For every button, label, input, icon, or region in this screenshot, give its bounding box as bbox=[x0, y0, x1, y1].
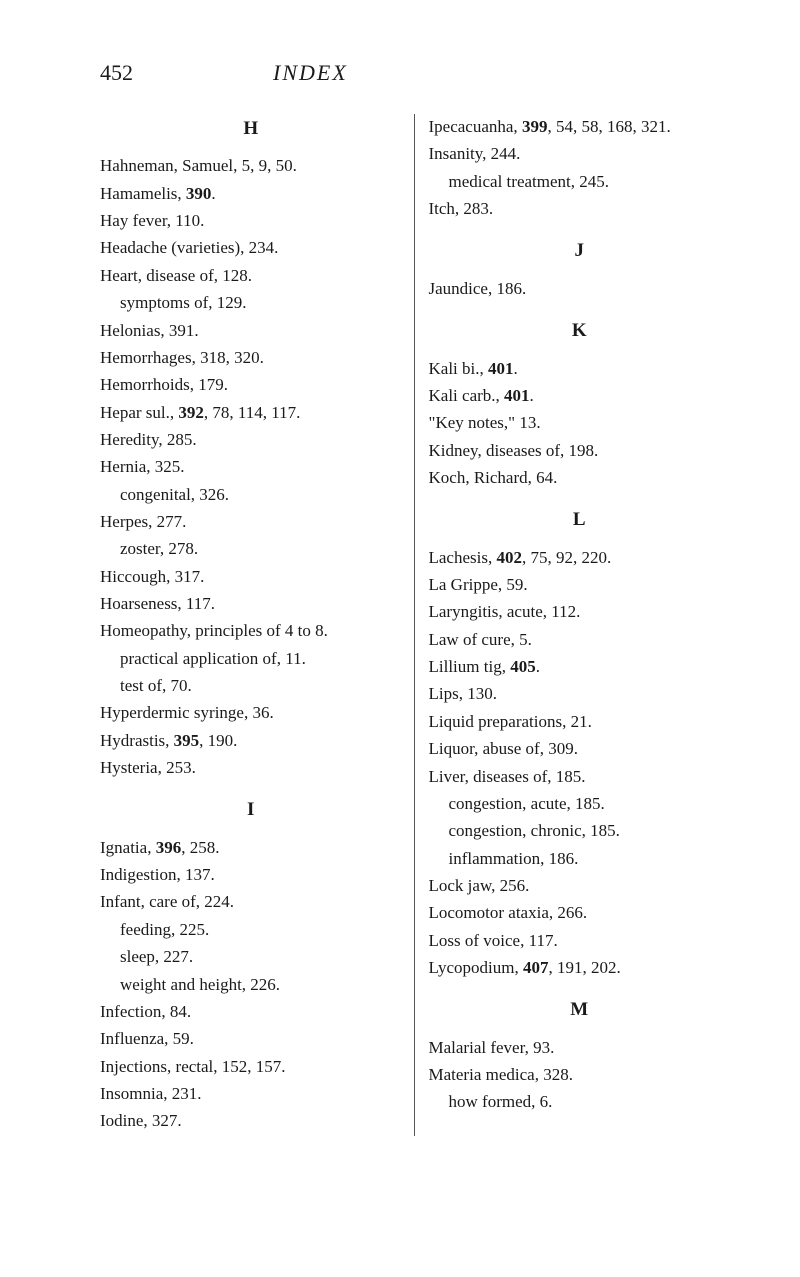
index-entry: Homeopathy, principles of 4 to 8. bbox=[100, 618, 402, 644]
index-entry: Hysteria, 253. bbox=[100, 755, 402, 781]
index-entry: Iodine, 327. bbox=[100, 1108, 402, 1134]
index-entry: Liquid preparations, 21. bbox=[429, 709, 731, 735]
index-entry: Hahneman, Samuel, 5, 9, 50. bbox=[100, 153, 402, 179]
index-entry: Headache (varieties), 234. bbox=[100, 235, 402, 261]
index-entry: Kali carb., 401. bbox=[429, 383, 731, 409]
index-entry: inflammation, 186. bbox=[429, 846, 731, 872]
index-entry: congestion, chronic, 185. bbox=[429, 818, 731, 844]
index-entry: Hernia, 325. bbox=[100, 454, 402, 480]
section-letter: L bbox=[429, 505, 731, 534]
index-entry: Lachesis, 402, 75, 92, 220. bbox=[429, 545, 731, 571]
index-entry: Kidney, diseases of, 198. bbox=[429, 438, 731, 464]
index-entry: Helonias, 391. bbox=[100, 318, 402, 344]
bold-page-ref: 402 bbox=[496, 548, 522, 567]
index-entry: practical application of, 11. bbox=[100, 646, 402, 672]
bold-page-ref: 396 bbox=[156, 838, 182, 857]
header-title: INDEX bbox=[273, 60, 348, 86]
index-entry: La Grippe, 59. bbox=[429, 572, 731, 598]
section-letter: I bbox=[100, 795, 402, 824]
bold-page-ref: 401 bbox=[504, 386, 530, 405]
index-columns: H Hahneman, Samuel, 5, 9, 50.Hamamelis, 3… bbox=[100, 114, 730, 1136]
index-entry: Ignatia, 396, 258. bbox=[100, 835, 402, 861]
index-entry: sleep, 227. bbox=[100, 944, 402, 970]
index-entry: Liquor, abuse of, 309. bbox=[429, 736, 731, 762]
section-letter: K bbox=[429, 316, 731, 345]
index-entry: Hay fever, 110. bbox=[100, 208, 402, 234]
bold-page-ref: 401 bbox=[488, 359, 514, 378]
index-entry: Lycopodium, 407, 191, 202. bbox=[429, 955, 731, 981]
index-entry: Malarial fever, 93. bbox=[429, 1035, 731, 1061]
bold-page-ref: 395 bbox=[174, 731, 200, 750]
page-number: 452 bbox=[100, 60, 133, 86]
index-entry: Lillium tig, 405. bbox=[429, 654, 731, 680]
left-column: H Hahneman, Samuel, 5, 9, 50.Hamamelis, 3… bbox=[100, 114, 415, 1136]
index-entry: Jaundice, 186. bbox=[429, 276, 731, 302]
index-entry: Liver, diseases of, 185. bbox=[429, 764, 731, 790]
index-entry: "Key notes," 13. bbox=[429, 410, 731, 436]
index-entry: Hydrastis, 395, 190. bbox=[100, 728, 402, 754]
page-header: 452 INDEX bbox=[100, 60, 730, 86]
index-entry: Herpes, 277. bbox=[100, 509, 402, 535]
index-entry: Infection, 84. bbox=[100, 999, 402, 1025]
index-entry: Hemorrhoids, 179. bbox=[100, 372, 402, 398]
index-entry: Itch, 283. bbox=[429, 196, 731, 222]
index-entry: Insomnia, 231. bbox=[100, 1081, 402, 1107]
index-entry: Hyperdermic syringe, 36. bbox=[100, 700, 402, 726]
bold-page-ref: 392 bbox=[178, 403, 204, 422]
index-entry: weight and height, 226. bbox=[100, 972, 402, 998]
index-entry: Lock jaw, 256. bbox=[429, 873, 731, 899]
index-entry: congestion, acute, 185. bbox=[429, 791, 731, 817]
index-entry: Ipecacuanha, 399, 54, 58, 168, 321. bbox=[429, 114, 731, 140]
index-entry: congenital, 326. bbox=[100, 482, 402, 508]
index-entry: Locomotor ataxia, 266. bbox=[429, 900, 731, 926]
bold-page-ref: 407 bbox=[523, 958, 549, 977]
index-entry: Insanity, 244. bbox=[429, 141, 731, 167]
index-entry: Laryngitis, acute, 112. bbox=[429, 599, 731, 625]
index-entry: Heredity, 285. bbox=[100, 427, 402, 453]
index-entry: Loss of voice, 117. bbox=[429, 928, 731, 954]
index-entry: medical treatment, 245. bbox=[429, 169, 731, 195]
section-letter: M bbox=[429, 995, 731, 1024]
index-entry: Indigestion, 137. bbox=[100, 862, 402, 888]
index-entry: symptoms of, 129. bbox=[100, 290, 402, 316]
index-entry: Hemorrhages, 318, 320. bbox=[100, 345, 402, 371]
right-column: Ipecacuanha, 399, 54, 58, 168, 321.Insan… bbox=[415, 114, 731, 1136]
index-entry: Hepar sul., 392, 78, 114, 117. bbox=[100, 400, 402, 426]
index-entry: test of, 70. bbox=[100, 673, 402, 699]
section-letter: H bbox=[100, 114, 402, 143]
index-entry: Infant, care of, 224. bbox=[100, 889, 402, 915]
index-entry: feeding, 225. bbox=[100, 917, 402, 943]
index-entry: Law of cure, 5. bbox=[429, 627, 731, 653]
index-entry: Injections, rectal, 152, 157. bbox=[100, 1054, 402, 1080]
index-entry: how formed, 6. bbox=[429, 1089, 731, 1115]
section-letter: J bbox=[429, 236, 731, 265]
index-entry: zoster, 278. bbox=[100, 536, 402, 562]
index-entry: Koch, Richard, 64. bbox=[429, 465, 731, 491]
bold-page-ref: 405 bbox=[510, 657, 536, 676]
bold-page-ref: 390 bbox=[186, 184, 212, 203]
bold-page-ref: 399 bbox=[522, 117, 548, 136]
index-entry: Hamamelis, 390. bbox=[100, 181, 402, 207]
index-entry: Influenza, 59. bbox=[100, 1026, 402, 1052]
index-entry: Hoarseness, 117. bbox=[100, 591, 402, 617]
index-entry: Kali bi., 401. bbox=[429, 356, 731, 382]
index-entry: Hiccough, 317. bbox=[100, 564, 402, 590]
index-entry: Heart, disease of, 128. bbox=[100, 263, 402, 289]
index-entry: Lips, 130. bbox=[429, 681, 731, 707]
index-entry: Materia medica, 328. bbox=[429, 1062, 731, 1088]
